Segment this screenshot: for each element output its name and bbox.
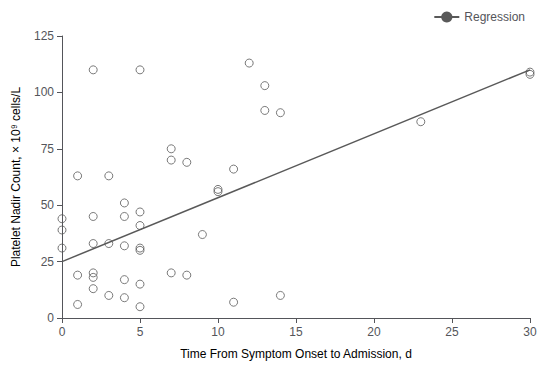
svg-text:25: 25	[41, 255, 55, 269]
svg-text:Platelet Nadir Count, × 10⁹ ce: Platelet Nadir Count, × 10⁹ cells/L	[9, 87, 23, 268]
svg-text:100: 100	[34, 85, 54, 99]
svg-text:30: 30	[523, 325, 537, 339]
svg-text:0: 0	[47, 311, 54, 325]
svg-text:Regression: Regression	[464, 10, 525, 24]
svg-text:20: 20	[367, 325, 381, 339]
svg-text:15: 15	[289, 325, 303, 339]
svg-text:0: 0	[59, 325, 66, 339]
svg-text:10: 10	[211, 325, 225, 339]
svg-text:5: 5	[137, 325, 144, 339]
svg-text:125: 125	[34, 29, 54, 43]
svg-text:75: 75	[41, 142, 55, 156]
svg-text:25: 25	[445, 325, 459, 339]
svg-text:Time From Symptom Onset to Adm: Time From Symptom Onset to Admission, d	[180, 347, 412, 361]
svg-text:50: 50	[41, 198, 55, 212]
